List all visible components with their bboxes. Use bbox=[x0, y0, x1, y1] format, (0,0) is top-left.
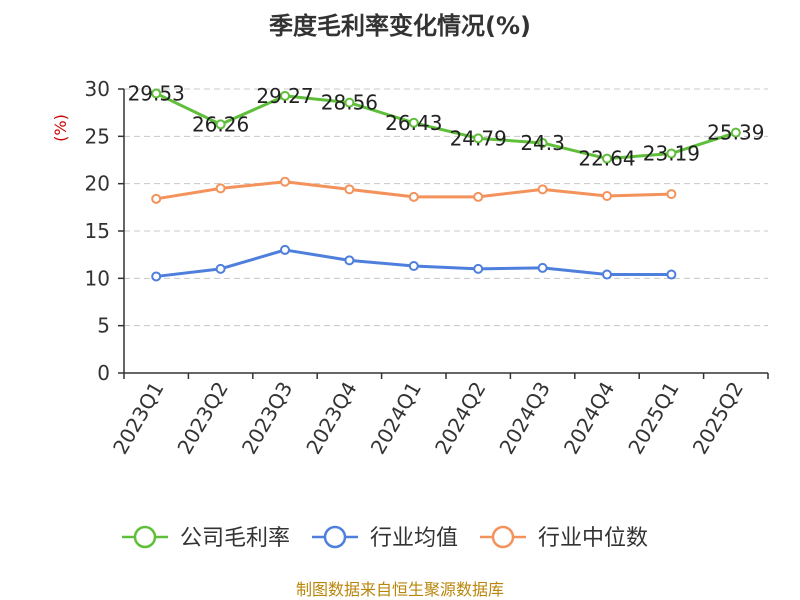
y-tick-label: 15 bbox=[85, 219, 110, 243]
legend-marker bbox=[491, 525, 515, 549]
legend-item[interactable]: 行业中位数 bbox=[480, 525, 648, 551]
data-point bbox=[730, 127, 741, 138]
data-point bbox=[473, 263, 484, 274]
data-point bbox=[151, 88, 162, 99]
y-tick-label: 20 bbox=[85, 172, 110, 196]
x-tick-label: 2023Q2 bbox=[172, 378, 232, 459]
x-tick-label: 2025Q1 bbox=[623, 378, 683, 459]
data-point bbox=[280, 90, 290, 101]
y-axis-label: (%) bbox=[51, 114, 70, 142]
x-tick-label: 2023Q4 bbox=[301, 378, 361, 459]
y-tick-label: 30 bbox=[85, 77, 110, 101]
data-point bbox=[666, 269, 677, 280]
data-point bbox=[408, 117, 419, 128]
grid-lines bbox=[124, 88, 768, 327]
data-point bbox=[344, 255, 355, 266]
data-label: 28.56 bbox=[321, 91, 378, 115]
y-tick-label: 5 bbox=[97, 314, 110, 338]
data-point bbox=[602, 269, 612, 280]
chart-title: 季度毛利率变化情况(%) bbox=[269, 12, 531, 40]
data-point bbox=[215, 183, 226, 194]
data-point bbox=[215, 119, 226, 130]
data-point bbox=[537, 262, 548, 273]
y-tick-label: 0 bbox=[97, 361, 110, 385]
series-lines bbox=[151, 88, 741, 282]
data-point bbox=[344, 97, 355, 108]
data-point bbox=[473, 133, 484, 144]
legend-label: 公司毛利率 bbox=[180, 526, 290, 551]
legend-item[interactable]: 行业均值 bbox=[312, 525, 458, 551]
data-label: 22.64 bbox=[578, 147, 635, 171]
data-label: 26.43 bbox=[385, 111, 442, 135]
data-point bbox=[666, 148, 677, 159]
data-point bbox=[151, 193, 162, 204]
x-tick-label: 2023Q1 bbox=[108, 378, 168, 459]
data-point bbox=[344, 184, 355, 195]
legend-label: 行业中位数 bbox=[538, 526, 648, 551]
x-tick-label: 2023Q3 bbox=[237, 378, 297, 459]
data-point bbox=[280, 176, 290, 187]
legend-label: 行业均值 bbox=[370, 526, 458, 551]
y-tick-label: 25 bbox=[85, 124, 110, 148]
x-tick-label: 2024Q1 bbox=[366, 378, 426, 459]
data-point bbox=[473, 191, 484, 202]
data-point bbox=[215, 263, 226, 274]
source-note: 制图数据来自恒生聚源数据库 bbox=[296, 580, 504, 599]
data-point bbox=[537, 184, 548, 195]
data-point bbox=[408, 191, 419, 202]
data-label: 29.53 bbox=[128, 81, 185, 105]
data-point bbox=[602, 190, 612, 201]
legend-marker bbox=[323, 525, 347, 549]
data-point bbox=[280, 244, 290, 255]
legend[interactable]: 公司毛利率 行业均值 行业中位数 bbox=[122, 525, 648, 551]
x-tick-label: 2025Q2 bbox=[688, 378, 748, 459]
data-label: 24.3 bbox=[520, 131, 565, 155]
data-point bbox=[666, 189, 677, 200]
data-label: 29.27 bbox=[256, 84, 313, 108]
x-tick-label: 2024Q3 bbox=[494, 378, 554, 459]
x-tick-label: 2024Q2 bbox=[430, 378, 490, 459]
data-point bbox=[602, 153, 612, 164]
data-point bbox=[537, 137, 548, 148]
data-label: 25.39 bbox=[707, 121, 764, 145]
data-label: 26.26 bbox=[192, 112, 249, 136]
y-tick-label: 10 bbox=[85, 266, 110, 290]
data-point bbox=[151, 271, 162, 282]
data-label: 24.79 bbox=[450, 126, 507, 150]
data-label: 23.19 bbox=[643, 141, 700, 165]
data-labels: 29.53 26.26 29.27 28.56 26.43 24.79 24.3 22.64 2… bbox=[128, 81, 765, 170]
legend-item[interactable]: 公司毛利率 bbox=[122, 525, 290, 551]
series-line bbox=[155, 92, 737, 161]
data-point bbox=[408, 261, 419, 272]
x-tick-label: 2024Q4 bbox=[559, 378, 619, 459]
legend-marker bbox=[133, 525, 157, 549]
